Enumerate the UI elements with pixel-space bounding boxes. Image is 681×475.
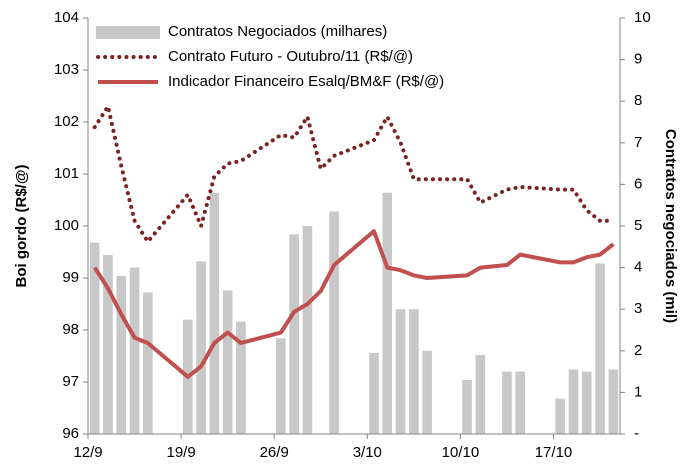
legend-label: Contrato Futuro - Outubro/11 (R$/@) <box>168 48 413 65</box>
y2-tick-label: 2 <box>634 342 642 359</box>
bars <box>89 192 619 434</box>
legend-bg <box>94 20 502 100</box>
bar <box>196 261 206 434</box>
y2-tick-label: 3 <box>634 300 642 317</box>
bar <box>302 226 313 434</box>
y-tick-label: 102 <box>54 113 79 130</box>
lines <box>92 104 616 379</box>
x-tick-label: 12/9 <box>73 444 102 461</box>
bar <box>236 321 246 434</box>
line <box>93 229 615 379</box>
x-tick-label: 3/10 <box>353 444 382 461</box>
bar <box>103 255 113 434</box>
bar <box>555 398 565 434</box>
y-tick-label: 100 <box>54 217 79 234</box>
y2-tick-label: 8 <box>634 92 642 109</box>
bar <box>89 242 100 434</box>
bar <box>289 234 299 434</box>
legend-swatch <box>96 26 160 39</box>
y2-tick-label: 1 <box>634 383 642 400</box>
y2-tick-label: 9 <box>634 51 642 68</box>
bar <box>568 369 579 434</box>
y2-tick-label: 5 <box>634 217 642 234</box>
y-tick-label: 97 <box>62 373 79 390</box>
bar <box>129 267 140 434</box>
x-tick-label: 26/9 <box>260 444 289 461</box>
legend: Contratos Negociados (milhares) Contrato … <box>94 20 502 100</box>
y2-tick-label: 4 <box>634 259 642 276</box>
y2-tick-label: - <box>634 425 639 442</box>
bar <box>382 192 393 434</box>
bar <box>515 371 526 434</box>
y2-tick-label: 7 <box>634 134 642 151</box>
y-tick-label: 99 <box>62 269 79 286</box>
y-tick-label: 98 <box>62 321 79 338</box>
bar <box>276 338 286 434</box>
bar <box>222 290 233 434</box>
bar <box>475 354 486 434</box>
x-tick-label: 10/10 <box>442 444 480 461</box>
bar <box>422 350 432 434</box>
line <box>92 104 616 244</box>
bar <box>409 309 419 434</box>
bar <box>369 352 379 434</box>
y-tick-label: 96 <box>62 425 79 442</box>
bar <box>462 379 472 434</box>
bar <box>502 371 512 434</box>
y2-tick-label: 10 <box>634 9 651 26</box>
y-tick-label: 103 <box>54 61 79 78</box>
bar <box>608 369 619 434</box>
x-tick-label: 19/9 <box>166 444 195 461</box>
y2-tick-label: 6 <box>634 175 642 192</box>
legend-label: Indicador Financeiro Esalq/BM&F (R$/@) <box>168 73 444 90</box>
bar <box>595 263 605 434</box>
bar <box>116 275 127 434</box>
bar <box>209 192 220 434</box>
y-tick-label: 104 <box>54 9 79 26</box>
x-tick-label: 17/10 <box>535 444 573 461</box>
bar <box>329 211 339 434</box>
bar <box>143 292 153 434</box>
y2-axis-title: Contratos negociados (mil) <box>662 129 679 323</box>
legend-label: Contratos Negociados (milhares) <box>168 23 387 40</box>
y-tick-label: 101 <box>54 165 79 182</box>
bar <box>395 309 406 434</box>
bar <box>581 371 592 434</box>
y-axis-title: Boi gordo (R$/@) <box>13 165 30 288</box>
